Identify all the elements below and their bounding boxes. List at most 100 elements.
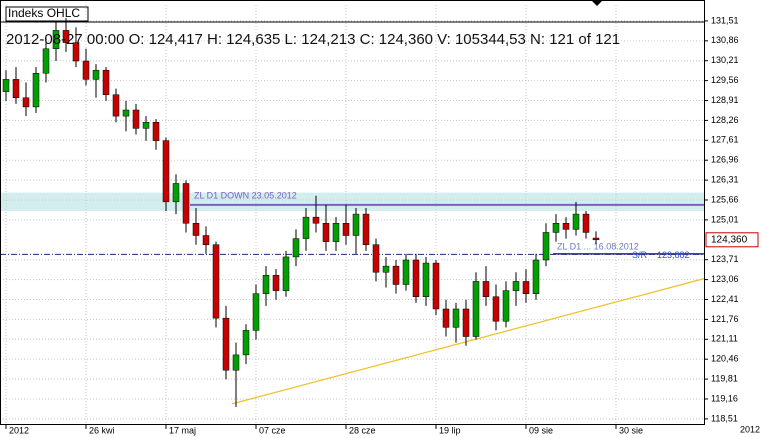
candle-body [522, 281, 530, 294]
candle-body [342, 223, 350, 236]
candle-body [552, 223, 560, 233]
y-tick-label: 128,26 [711, 115, 739, 125]
candle-body [272, 275, 280, 291]
candle-body [262, 275, 270, 294]
candle-body [2, 79, 10, 92]
candle-body [312, 216, 320, 224]
candle-body [182, 183, 190, 224]
y-tick-label: 123,71 [711, 254, 739, 264]
y-tick-label: 119,81 [711, 373, 738, 383]
candle-body [502, 290, 510, 322]
y-tick-label: 120,46 [711, 354, 739, 364]
y-tick-label: 118,51 [711, 413, 738, 423]
x-tick-label: 26 kwi [89, 425, 115, 435]
candle-body [112, 94, 120, 117]
candle-body [592, 237, 600, 241]
candle-body [172, 183, 180, 203]
candle-body [422, 262, 430, 297]
candle-body [572, 213, 580, 230]
candle-body [412, 259, 420, 297]
candle-body [462, 308, 470, 337]
x-tick-label: 19 lip [439, 425, 461, 435]
candle-body [212, 244, 220, 319]
candle-body [482, 281, 490, 297]
candle-body [322, 223, 330, 242]
candle-body [102, 69, 110, 95]
y-tick-label: 121,11 [711, 334, 738, 344]
last-price-box [705, 232, 759, 248]
y-tick-label: 125,66 [711, 194, 739, 204]
candle-body [122, 109, 130, 117]
candle-body [82, 60, 90, 80]
candle-body [192, 223, 200, 236]
candle-body [202, 235, 210, 245]
candle-body [392, 265, 400, 285]
resistance-2-label: ZL D1 ... 16.08.2012 [557, 241, 639, 251]
candle-body [382, 265, 390, 273]
candle-body [562, 223, 570, 230]
candle-body [362, 213, 370, 245]
y-tick-label: 127,61 [711, 135, 739, 145]
y-tick-label: 126,96 [711, 155, 739, 165]
candle-body [222, 317, 230, 371]
candle-body [22, 97, 30, 108]
y-tick-label: 131,51 [711, 15, 739, 25]
candle-body [432, 262, 440, 310]
candle-body [72, 42, 80, 62]
candle-body [62, 30, 70, 43]
title-box [5, 6, 89, 22]
chart-title: Indeks OHLC [8, 6, 80, 20]
candle-body [452, 308, 460, 328]
x-tick-label: 09 sie [529, 425, 553, 435]
candle-body [352, 213, 360, 236]
x-tick-label: 2012 [9, 425, 29, 435]
y-tick-label: 123,06 [711, 274, 739, 284]
y-tick-label: 125,01 [711, 214, 739, 224]
candle-body [492, 296, 500, 322]
plot-border [0, 0, 705, 425]
plot-area: ZL D1 DOWN 23.05.2012 ZL D1 ... 16.08.201… [0, 5, 706, 425]
y-tick-label: 128,91 [711, 95, 739, 105]
candle-body [52, 30, 60, 50]
candle-body [232, 354, 240, 371]
candle-body [12, 79, 20, 99]
candle-body [542, 232, 550, 261]
y-tick-label: 126,31 [711, 174, 739, 184]
zone [1, 192, 704, 212]
candle-body [442, 308, 450, 328]
candle-body [532, 259, 540, 294]
candle-body [162, 140, 170, 203]
candle-body [302, 216, 310, 239]
candle-body [42, 48, 50, 74]
candle-body [252, 293, 260, 331]
candle-body [282, 256, 290, 291]
candle-body [242, 330, 250, 356]
x-tick-label: 30 sie [619, 425, 643, 435]
corner-label: 2012 [740, 424, 760, 434]
y-tick-label: 130,21 [711, 55, 739, 65]
candle-body [582, 213, 590, 233]
candle-body [292, 238, 300, 258]
y-tick-label: 129,56 [711, 75, 739, 85]
y-tick-label: 121,76 [711, 314, 739, 324]
x-tick-label: 07 cze [259, 425, 286, 435]
sr-value: 123,882 [657, 250, 690, 260]
trendline [231, 277, 706, 405]
candle-body [132, 109, 140, 129]
sr-name: S/R [632, 250, 648, 260]
candle-body [332, 223, 340, 242]
resistance-label: ZL D1 DOWN 23.05.2012 [194, 190, 297, 200]
candle-body [512, 281, 520, 291]
candle-body [142, 121, 150, 129]
info-line: 2012-08-27 00:00 O: 124,417 H: 124,635 L… [6, 31, 620, 48]
candle-body [402, 259, 410, 285]
x-tick-label: 17 maj [169, 425, 196, 435]
x-tick-label: 28 cze [349, 425, 376, 435]
candle-body [372, 244, 380, 273]
candle-body [32, 73, 40, 108]
y-tick-label: 130,86 [711, 35, 739, 45]
candle-body [152, 121, 160, 141]
y-tick-label: 122,41 [711, 294, 739, 304]
candle-body [92, 69, 100, 80]
